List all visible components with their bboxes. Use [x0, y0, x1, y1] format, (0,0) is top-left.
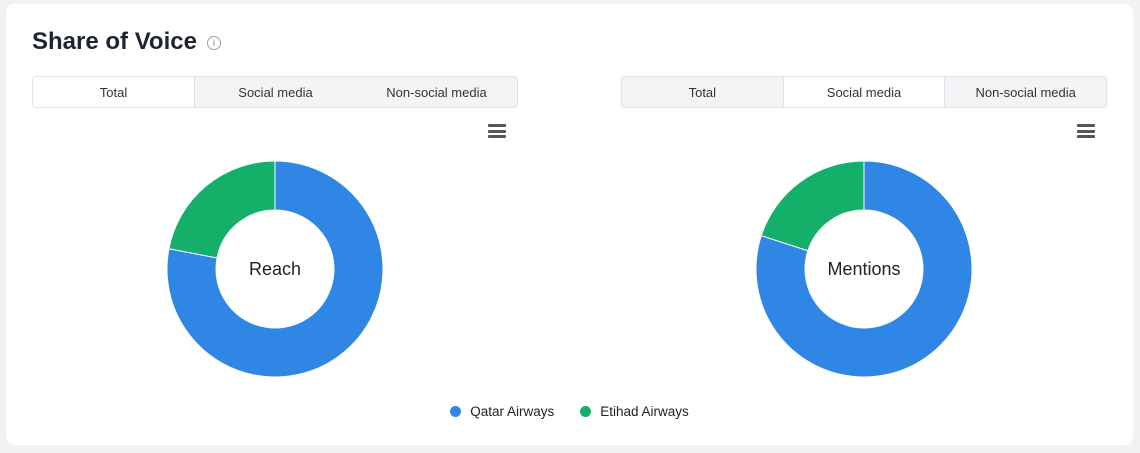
title-text: Share of Voice: [32, 28, 197, 55]
donut-slice-etihad-airways[interactable]: [168, 160, 276, 259]
tab-non-social-media-left[interactable]: Non-social media: [386, 84, 487, 100]
tab-total-right[interactable]: Total: [688, 84, 717, 100]
donut-slice-etihad-airways[interactable]: [760, 160, 865, 252]
tab-social-media-right[interactable]: Social media: [782, 77, 946, 107]
tab-social-media-left[interactable]: Social media: [238, 84, 313, 100]
left-tab-group: Total Social media Non-social media: [32, 76, 518, 108]
donut-slice-qatar-airways[interactable]: [166, 160, 384, 378]
legend-label: Etihad Airways: [600, 404, 689, 419]
share-of-voice-card: Share of Voice i Total Social media Non-…: [6, 4, 1133, 445]
tab-total-left[interactable]: Total: [33, 77, 195, 107]
legend-item-qatar-airways[interactable]: Qatar Airways: [450, 404, 554, 419]
donut-slice-qatar-airways[interactable]: [755, 160, 973, 378]
info-icon[interactable]: i: [206, 36, 221, 50]
right-tab-group: Total Social media Non-social media: [621, 76, 1107, 108]
hamburger-menu-icon[interactable]: [1077, 124, 1095, 138]
legend-label: Qatar Airways: [470, 404, 555, 419]
donut-center-label: Mentions: [827, 259, 900, 279]
tab-non-social-media-right[interactable]: Non-social media: [975, 84, 1076, 100]
chart-legend: Qatar Airways Etihad Airways: [6, 404, 1133, 419]
donut-center-label: Reach: [249, 259, 301, 279]
page-title: Share of Voice i: [32, 28, 221, 56]
legend-swatch: [580, 406, 592, 417]
mentions-donut-chart: Mentions: [755, 160, 973, 378]
reach-donut-chart: Reach: [166, 160, 384, 378]
legend-swatch: [450, 406, 462, 417]
hamburger-menu-icon[interactable]: [488, 124, 506, 138]
legend-item-etihad-airways[interactable]: Etihad Airways: [580, 404, 689, 419]
